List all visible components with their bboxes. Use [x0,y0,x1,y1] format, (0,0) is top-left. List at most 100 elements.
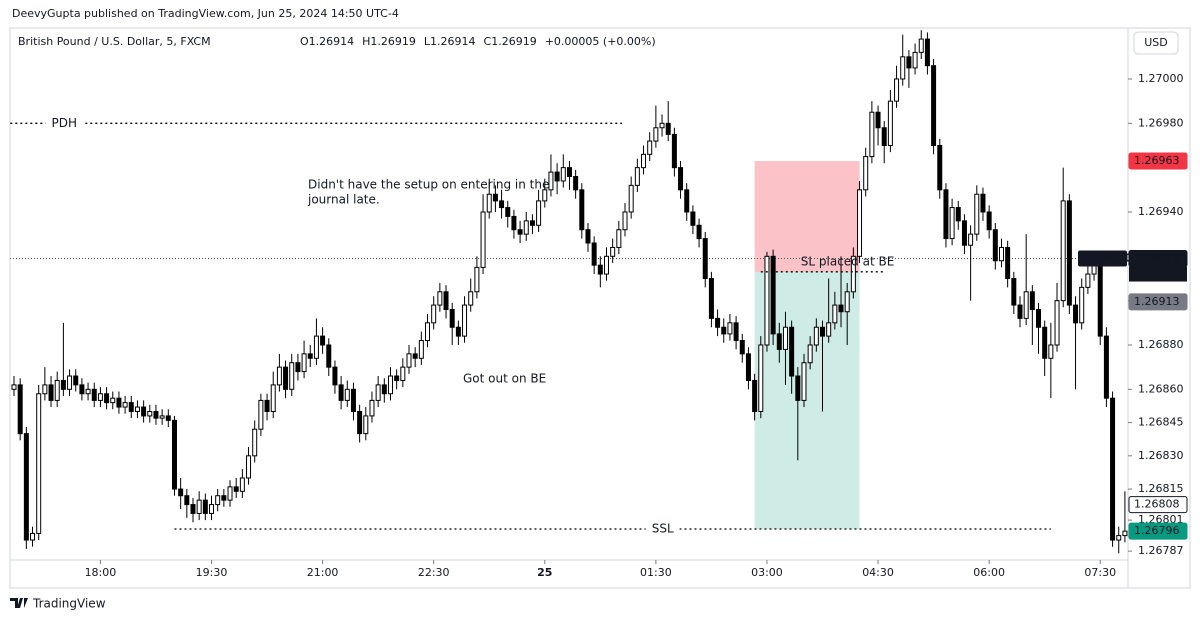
y-tick-label: 1.26830 [1138,449,1184,462]
candle-body [665,122,671,135]
candle-body [678,167,684,191]
candle-body [128,402,134,412]
candle-body [789,326,795,377]
candle-body [752,379,758,412]
candle-body [1036,309,1042,328]
candle-body [171,419,177,490]
brand-logo [10,598,28,608]
candle-body [499,200,505,209]
candle-body [91,388,97,401]
candle-body [616,229,622,248]
candle-body [79,384,85,395]
candle-body [276,366,282,386]
candle-body [906,56,912,69]
candle-body [1054,300,1060,346]
candle-body [42,384,48,395]
candle-body [1005,246,1011,279]
candle-body [838,304,844,313]
candle-body [301,353,307,373]
candle-body [122,402,128,408]
candle-body [591,242,597,266]
last-price-label: 1.26796 [1134,524,1180,537]
ohlc-value: O1.26914 [300,35,354,48]
candle-body [134,406,140,412]
candle-body [708,277,714,319]
candle-body [980,193,986,213]
candle-body [579,189,585,231]
candle-body [30,532,36,541]
candle-body [795,375,801,401]
stop-zone [754,161,860,272]
candle-body [1066,200,1072,306]
candle-body [1023,291,1029,319]
candle-body [60,379,66,390]
countdown-bg [1129,266,1187,282]
candle-body [573,176,579,191]
candle-body [727,322,733,335]
candle-body [998,246,1004,262]
candle-body [949,207,955,240]
candle-body [17,384,23,435]
candle-body [684,189,690,213]
candle-body [215,495,221,506]
candle-body [239,477,245,492]
candle-body [832,304,838,324]
candle-body [252,428,258,457]
candle-body [585,229,591,244]
candle-body [536,200,542,226]
candle-body [443,291,449,311]
candle-body [381,384,387,395]
candle-body [869,111,875,158]
candle-body [857,189,863,257]
candle-body [900,56,906,80]
candle-body [246,455,252,479]
candle-body [1048,344,1054,359]
candle-body [375,384,381,401]
candle-body [468,291,474,306]
note: Didn't have the setup on entering in the [308,178,549,192]
candle-body [628,184,634,213]
candle-body [11,384,17,390]
candle-body [363,415,369,435]
y-tick-label: 1.26845 [1138,416,1184,429]
candle-body [875,111,881,129]
candle-body [344,388,350,401]
byline: DeevyGupta published on TradingView.com,… [12,7,399,20]
x-tick-label: 07:30 [1084,566,1116,579]
candle-body [320,335,326,346]
candle-body [554,171,560,182]
currency-button[interactable] [1133,31,1179,55]
candle-body [505,207,511,217]
candle-body [258,399,264,430]
candle-body [437,291,443,306]
candle-body [653,127,659,142]
candle-body [776,333,782,350]
candle-body [110,397,116,404]
candle-body [1122,530,1128,537]
symbol-label-bg [1078,250,1127,267]
candle-body [455,326,461,337]
marker-price-label: 1.26808 [1134,498,1180,511]
candle-body [1017,304,1023,319]
candle-body [622,211,628,231]
candle-body [326,344,332,368]
candle-body [480,211,486,268]
candle-body [739,340,745,355]
candle-body [264,399,270,412]
currency[interactable]: USD [1144,36,1168,49]
symbol-label: GBPUSD [1082,252,1133,265]
candle-body [1097,260,1103,337]
candle-body [517,229,523,235]
candle-body [850,255,856,293]
candle-body [307,353,313,359]
candle-body [937,144,943,191]
ohlc-value: +0.00005 (+0.00%) [545,35,656,48]
candle-body [863,156,869,191]
candle-body [1042,326,1048,359]
candle-body [289,362,295,390]
y-tick-label: 1.26860 [1138,382,1184,395]
brand-name: TradingView [32,597,106,611]
candle-body [807,344,813,364]
candle-body [418,340,424,359]
y-tick-label: 1.27000 [1138,72,1184,85]
